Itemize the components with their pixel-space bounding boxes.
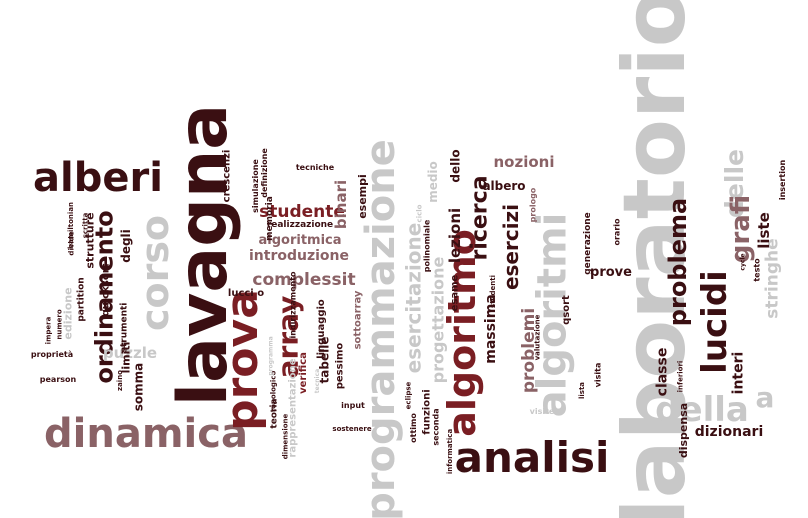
word-input: input	[341, 401, 365, 410]
word-lista: lista	[578, 381, 587, 399]
word-ottimo: ottimo	[409, 413, 418, 443]
word-eclipse: eclipse	[404, 381, 413, 409]
word-lucidi: lucidi	[694, 270, 735, 374]
word-insertion: insertion	[777, 159, 787, 201]
word-numero: numero	[55, 308, 64, 340]
word-liste: liste	[754, 211, 773, 249]
word-interi: interi	[730, 351, 746, 395]
word-partition: partition	[76, 276, 87, 322]
word-sostenere: sostenere	[332, 424, 372, 433]
word-algoritmica: algoritmica	[258, 232, 342, 248]
word-a: a	[755, 381, 775, 414]
word-testo: testo	[753, 258, 762, 282]
word-prove: prove	[590, 264, 632, 280]
word-visita: visita	[593, 362, 602, 388]
word-dimensione: dimensione	[281, 413, 290, 459]
word-problema: problema	[663, 197, 692, 327]
word-albero: albero	[482, 179, 526, 193]
word-edizione: edizione	[61, 286, 75, 340]
word-lucci-o: lucci o	[227, 288, 265, 299]
word-propriet-: proprietà	[30, 350, 74, 359]
word-nozioni: nozioni	[493, 152, 555, 171]
word-linguaggio: linguaggio	[316, 299, 327, 359]
word-quicksort: quicksort	[99, 263, 111, 317]
word-crescenzi: crescenzi	[220, 149, 232, 203]
word-cycle: cycle	[740, 253, 747, 271]
word-ciclo: ciclo	[415, 204, 424, 222]
word-esercitazione: esercitazione	[400, 222, 425, 374]
word-orario: orario	[613, 218, 622, 246]
word-prova: prova	[216, 289, 268, 431]
word-esercizi: esercizi	[498, 203, 523, 291]
word-esempi: esempi	[355, 173, 369, 219]
word-visite: visite	[529, 407, 555, 416]
word-prologo: prologo	[527, 187, 537, 223]
word-zaino: zaino	[115, 369, 124, 391]
word-dello: dello	[448, 149, 463, 183]
word-stringhe: stringhe	[762, 237, 783, 319]
word-dispensa: dispensa	[677, 402, 691, 458]
word-strumenti: strumenti	[119, 302, 130, 352]
word-hamiltonian: hamiltonian	[67, 201, 76, 249]
word-degli: degli	[118, 229, 133, 263]
word-polinomiale: polinomiale	[421, 219, 431, 273]
word-sottoarray: sottoarray	[351, 290, 363, 350]
word-corso: corso	[132, 214, 177, 332]
word-indirizzamento: indirizzamento	[289, 271, 298, 339]
word-tecnica: tecnica	[314, 368, 321, 394]
word-valutazione: valutazione	[533, 314, 542, 360]
word-dinamica: dinamica	[44, 411, 248, 457]
word-seconda: seconda	[432, 408, 441, 446]
word-generazione: generazione	[582, 211, 593, 275]
word-lezioni: lezioni	[446, 207, 465, 263]
word-della: della	[655, 390, 749, 430]
word-impera: impera	[44, 316, 53, 344]
word-binari: binari	[332, 179, 351, 229]
word-tecniche: tecniche	[295, 163, 335, 172]
word-somma: somma	[131, 362, 145, 412]
word-programma: programma	[267, 336, 275, 376]
word-topologico: topologico	[269, 370, 278, 412]
word-memoria: memoria	[264, 195, 275, 241]
word-verifica: verifica	[298, 352, 309, 394]
word-studente: studente	[259, 201, 345, 222]
word-definizione: definizione	[259, 148, 269, 198]
word-esame: esame	[449, 274, 460, 312]
word-informatica: informatica	[446, 428, 455, 474]
word-rappresentazione: rappresentazione	[288, 358, 299, 458]
word-introduzione: introduzione	[249, 248, 349, 264]
word-pessimo: pessimo	[334, 342, 345, 390]
word-analisi: analisi	[454, 433, 610, 482]
word-classe: classe	[654, 347, 670, 397]
word-alberi: alberi	[33, 155, 163, 201]
word-realizzazione: realizzazione	[266, 219, 334, 230]
word-studenti: studenti	[488, 274, 497, 308]
word-puzzle: puzzle	[102, 343, 158, 362]
word-medio: medio	[426, 161, 440, 203]
word-qsort: qsort	[560, 295, 572, 325]
word-scritta: scritta	[81, 212, 90, 238]
word-complessit: complessit	[252, 269, 356, 290]
word-pearson: pearson	[39, 375, 77, 384]
word-dizionari: dizionari	[694, 424, 764, 440]
word-inferiori: inferiori	[676, 360, 685, 392]
word-progettazione: progettazione	[427, 256, 447, 384]
